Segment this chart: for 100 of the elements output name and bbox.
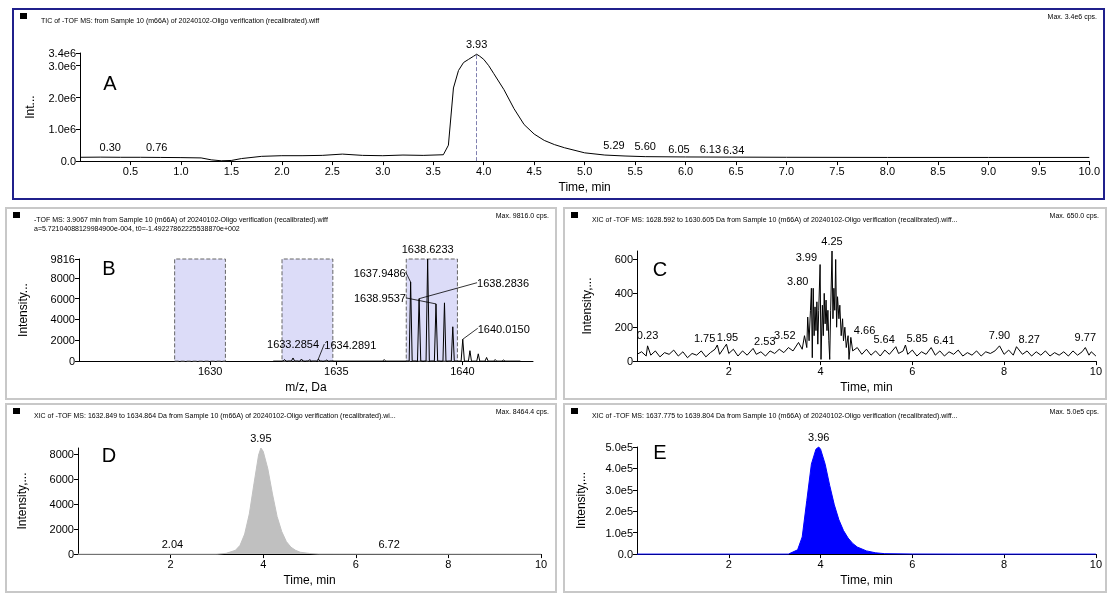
annotation: 0.30: [99, 140, 121, 153]
y-tick-label: 2000: [50, 334, 75, 347]
y-tick-label: 1.0e6: [48, 123, 76, 136]
x-tick-label: 6.5: [728, 164, 744, 177]
x-tick-label: 5.5: [627, 164, 643, 177]
x-tick-label: 3.0: [375, 164, 391, 177]
x-tick-label: 2: [725, 364, 732, 377]
x-tick-label: 9.5: [1031, 164, 1047, 177]
y-tick-label: 400: [614, 287, 633, 300]
annotation: D: [101, 444, 117, 466]
annotation: 7.90: [988, 329, 1011, 342]
annotation: E: [653, 441, 667, 463]
annotation: 1638.6233: [401, 242, 454, 255]
annotation: 6.34: [722, 143, 745, 156]
x-tick-label: 10: [1089, 557, 1103, 570]
x-tick-label: 6: [909, 364, 916, 377]
annotation: 5.85: [906, 331, 928, 344]
annotation: 1.95: [716, 330, 739, 343]
y-axis-title: Intensity,...: [15, 472, 29, 530]
annotation: 3.93: [465, 37, 488, 50]
annotation: 2.04: [161, 537, 184, 550]
x-tick-label: 8: [445, 557, 452, 570]
x-tick-label: 2: [167, 557, 174, 570]
annotation: 6.13: [699, 143, 722, 156]
annotation: 3.99: [795, 251, 818, 264]
x-tick-label: 9.0: [980, 164, 997, 177]
y-tick-label: 6000: [49, 472, 74, 485]
x-axis-title: m/z, Da: [285, 380, 327, 394]
annotation: 8.27: [1018, 333, 1040, 346]
x-tick-label: 5.0: [577, 164, 593, 177]
y-tick-label: 0: [67, 548, 74, 561]
annotation: B: [102, 257, 116, 279]
y-tick-label: 8000: [49, 447, 74, 460]
x-tick-label: 2: [725, 557, 732, 570]
x-tick-label: 7.5: [829, 164, 845, 177]
x-tick-label: 0.5: [122, 164, 139, 177]
y-tick-label: 1.0e5: [605, 526, 633, 539]
annotation: 2.53: [754, 334, 776, 347]
x-tick-label: 1635: [324, 364, 349, 377]
y-axis-title: Intensity...: [16, 283, 30, 337]
annotation: 3.52: [774, 328, 796, 341]
x-tick-label: 6.0: [677, 164, 694, 177]
x-axis-title: Time, min: [840, 380, 893, 394]
y-tick-label: 0.0: [617, 548, 633, 561]
y-tick-label: 2.0e6: [48, 91, 76, 104]
x-tick-label: 4.5: [526, 164, 542, 177]
x-tick-label: 10: [1089, 364, 1103, 377]
x-tick-label: 6: [909, 557, 916, 570]
x-axis-title: Time, min: [558, 180, 611, 194]
annotation: 5.29: [603, 138, 625, 151]
y-tick-label: 0.0: [60, 155, 76, 168]
y-tick-label: 4000: [50, 313, 75, 326]
x-tick-label: 2.0: [274, 164, 290, 177]
annotation: A: [103, 72, 118, 94]
y-tick-label: 3.0e6: [48, 59, 76, 72]
annotation: 3.80: [786, 274, 809, 287]
x-axis-title: Time, min: [840, 573, 893, 587]
x-tick-label: 8.5: [930, 164, 946, 177]
annotation: 0.76: [146, 140, 168, 153]
x-tick-label: 8: [1001, 364, 1008, 377]
x-tick-label: 8: [1001, 557, 1008, 570]
x-tick-label: 3.5: [425, 164, 441, 177]
y-tick-label: 600: [614, 253, 633, 266]
annotation: 6.05: [668, 143, 690, 156]
x-tick-label: 1640: [450, 364, 475, 377]
x-tick-label: 4: [817, 364, 824, 377]
annotation: 5.60: [634, 140, 656, 153]
x-tick-label: 8.0: [879, 164, 896, 177]
y-tick-label: 4.0e5: [605, 462, 633, 475]
x-tick-label: 7.0: [778, 164, 795, 177]
y-axis-title: Intensity,...: [580, 277, 594, 335]
annotation: 1637.9486: [353, 266, 406, 279]
y-axis-title: Intensity,...: [574, 471, 588, 530]
annotation: C: [652, 258, 668, 280]
annotation: 1638.9537: [353, 292, 406, 305]
annotation: 3.96: [808, 430, 830, 443]
x-tick-label: 1.5: [223, 164, 240, 177]
y-tick-label: 9816: [50, 253, 75, 265]
y-tick-label: 2000: [49, 523, 74, 536]
y-tick-label: 4000: [49, 497, 74, 510]
x-tick-label: 1630: [197, 364, 223, 377]
x-tick-label: 4: [817, 557, 824, 570]
y-tick-label: 200: [614, 321, 633, 334]
y-tick-label: 2.0e5: [605, 505, 633, 518]
x-axis-title: Time, min: [283, 573, 336, 587]
annotation: 3.95: [250, 431, 272, 444]
y-tick-label: 3.4e6: [48, 47, 76, 59]
annotation: 9.77: [1074, 331, 1097, 344]
y-tick-label: 6000: [50, 292, 75, 305]
x-tick-label: 10: [534, 557, 548, 570]
y-tick-label: 0: [626, 355, 633, 368]
x-tick-label: 6: [352, 557, 359, 570]
annotation: 6.72: [378, 537, 400, 550]
annotation: 6.41: [933, 334, 955, 347]
annotation: 4.25: [821, 234, 843, 247]
annotation: 1640.0150: [477, 322, 530, 335]
x-tick-label: 4: [260, 557, 267, 570]
y-axis-title: Int...: [23, 95, 37, 119]
annotation: 1634.2891: [324, 338, 377, 351]
annotation: 4.66: [853, 323, 876, 336]
